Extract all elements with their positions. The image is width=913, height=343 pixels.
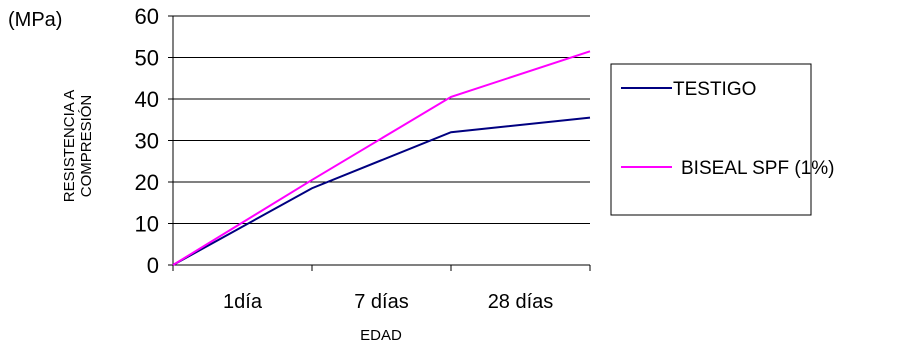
legend-box bbox=[610, 63, 812, 216]
x-tick-label-1: 1día bbox=[223, 291, 263, 313]
x-axis-title: EDAD bbox=[360, 327, 402, 343]
x-ticks: 1día 7 días 28 días bbox=[172, 265, 591, 313]
y-tick-label-0: 0 bbox=[147, 253, 159, 278]
y-tick-label-20: 20 bbox=[135, 170, 159, 195]
y-ticks: 0 10 20 30 40 50 60 bbox=[135, 4, 173, 278]
y-tick-label-30: 30 bbox=[135, 129, 159, 154]
y-unit-label: (MPa) bbox=[8, 9, 62, 31]
x-tick-label-2: 7 días bbox=[354, 291, 408, 313]
legend-label-biseal: BISEAL SPF (1%) bbox=[681, 158, 834, 179]
y-tick-label-10: 10 bbox=[135, 212, 159, 237]
gridlines bbox=[173, 15, 590, 224]
y-axis-title: RESISTENCIA A COMPRESIÓN bbox=[61, 90, 95, 203]
series-lines bbox=[172, 50, 591, 266]
x-tick-label-3: 28 días bbox=[488, 291, 554, 313]
y-tick-label-60: 60 bbox=[135, 4, 159, 29]
y-tick-label-50: 50 bbox=[135, 46, 159, 71]
series-line-0 bbox=[172, 116, 591, 266]
y-axis-title-line-2: COMPRESIÓN bbox=[78, 95, 95, 198]
y-axis-title-line-1: RESISTENCIA A bbox=[61, 90, 78, 203]
series-line-1 bbox=[172, 50, 591, 266]
y-tick-label-40: 40 bbox=[135, 87, 159, 112]
legend: TESTIGO BISEAL SPF (1%) bbox=[610, 63, 834, 216]
legend-label-testigo: TESTIGO bbox=[673, 79, 756, 100]
